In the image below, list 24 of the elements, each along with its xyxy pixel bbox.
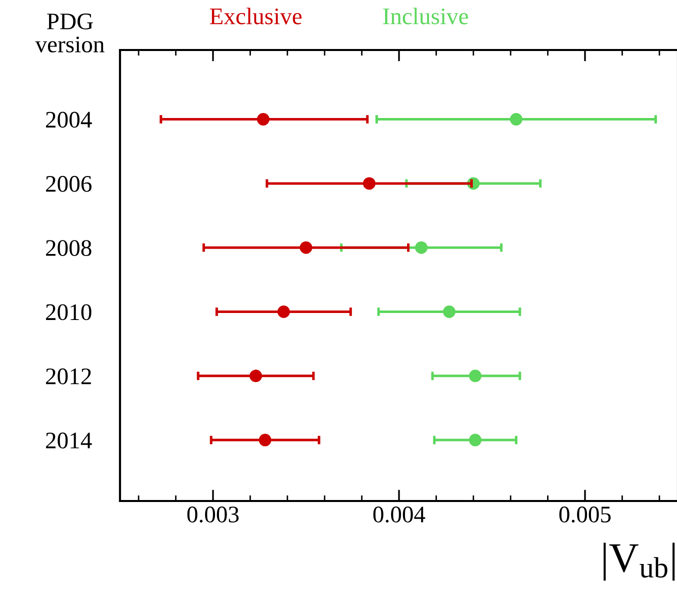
point [250, 370, 262, 382]
point [256, 113, 270, 126]
y-tick-label: 2006 [46, 176, 92, 192]
point [469, 434, 482, 446]
y-tick-label: 2008 [46, 240, 92, 256]
point [510, 113, 522, 126]
point [300, 241, 312, 254]
x-axis-title: |V$_{ub}$| [604, 542, 675, 581]
point [362, 177, 376, 190]
y-tick-label: 2004 [46, 112, 92, 128]
x-tick-label: 0.005 [559, 506, 611, 523]
point [415, 241, 428, 254]
point [258, 434, 272, 446]
x-tick-label: 0.004 [373, 506, 426, 523]
point [277, 305, 290, 318]
y-tick-label: 2014 [46, 432, 92, 448]
point [442, 305, 456, 318]
y-axis-title: PDG version [35, 14, 104, 52]
y-tick-label: 2012 [46, 368, 91, 384]
text: Exclusive [210, 8, 302, 24]
y-tick-label: 2010 [46, 304, 92, 320]
text: Inclusive [383, 8, 468, 24]
x-tick-label: 0.003 [187, 506, 239, 523]
point [469, 370, 482, 382]
